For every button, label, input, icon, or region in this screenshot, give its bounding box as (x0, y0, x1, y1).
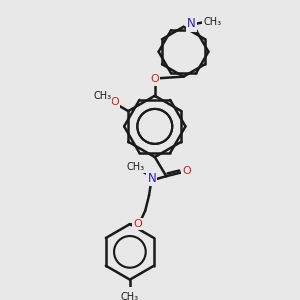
Text: O: O (133, 219, 142, 229)
Text: N: N (148, 172, 156, 184)
Text: CH₃: CH₃ (203, 17, 221, 27)
Text: CH₃: CH₃ (121, 292, 139, 300)
Text: O: O (111, 98, 119, 107)
Text: CH₃: CH₃ (127, 162, 145, 172)
Text: O: O (150, 74, 159, 85)
Text: CH₃: CH₃ (93, 91, 111, 101)
Text: O: O (182, 167, 191, 176)
Text: N: N (187, 17, 196, 30)
